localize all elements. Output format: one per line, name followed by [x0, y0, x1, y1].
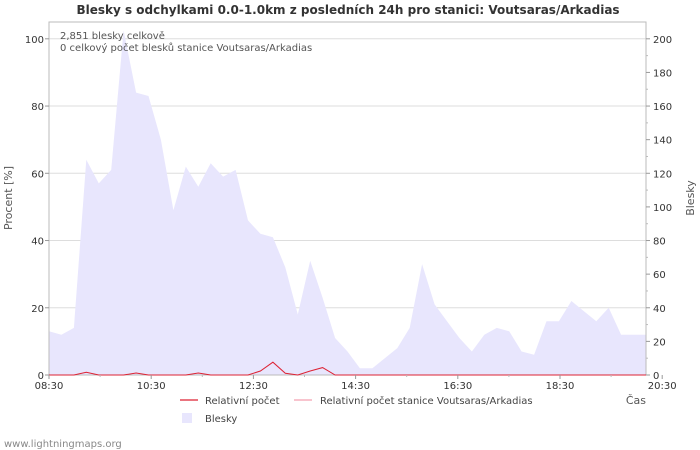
- y-left-label-100: 100: [25, 35, 44, 46]
- y-left-label-60: 60: [31, 169, 44, 180]
- annotation-total: 2,851 blesky celkově: [60, 30, 165, 42]
- y-right-label-140: 140: [653, 136, 672, 147]
- x-label-12:30: 12:30: [239, 381, 268, 392]
- y-right-label-100: 100: [653, 203, 672, 214]
- y-axis-right: 0 20 40 60 80 100 120 140 160 180 200: [646, 35, 672, 382]
- x-label: Čas: [626, 394, 646, 407]
- series-area-blesky: [49, 30, 646, 376]
- legend-label-relative: Relativní počet: [205, 395, 280, 407]
- y-right-label-160: 160: [653, 102, 672, 113]
- y-left-label-20: 20: [31, 304, 44, 315]
- x-label-08:30: 08:30: [35, 381, 64, 392]
- y-label-left: Procent [%]: [2, 166, 15, 230]
- series-line-relative: [49, 361, 646, 376]
- y-left-label-80: 80: [31, 102, 44, 113]
- x-label-10:30: 10:30: [137, 381, 166, 392]
- chart-title: Blesky s odchylkami 0.0-1.0km z poslední…: [76, 3, 619, 17]
- y-right-label-80: 80: [653, 237, 666, 248]
- y-axis-left: 0 20 40 60 80 100: [25, 35, 49, 382]
- y-right-label-40: 40: [653, 304, 666, 315]
- y-right-label-0: 0: [653, 371, 659, 382]
- legend: Relativní počet Relativní počet stanice …: [180, 395, 533, 425]
- line-series: [49, 361, 646, 376]
- area-series: [49, 30, 646, 376]
- y-right-label-20: 20: [653, 337, 666, 348]
- legend-swatch-blesky: [182, 413, 192, 423]
- x-label-18:30: 18:30: [546, 381, 575, 392]
- x-label-20:30: 20:30: [648, 381, 677, 392]
- annotation-station: 0 celkový počet blesků stanice Voutsaras…: [60, 42, 312, 54]
- legend-label-blesky: Blesky: [205, 414, 237, 425]
- y-right-label-120: 120: [653, 169, 672, 180]
- footer-source: www.lightningmaps.org: [4, 439, 122, 450]
- y-right-label-60: 60: [653, 270, 666, 281]
- y-label-right: Blesky: [684, 180, 697, 216]
- x-axis: 08:3010:3012:3014:3016:3018:3020:3022:30…: [35, 375, 677, 392]
- x-label-16:30: 16:30: [443, 381, 472, 392]
- y-left-label-40: 40: [31, 237, 44, 248]
- x-label-14:30: 14:30: [341, 381, 370, 392]
- legend-label-station: Relativní počet stanice Voutsaras/Arkadi…: [320, 395, 533, 407]
- y-right-label-180: 180: [653, 68, 672, 79]
- y-left-label-0: 0: [38, 371, 44, 382]
- y-right-label-200: 200: [653, 35, 672, 46]
